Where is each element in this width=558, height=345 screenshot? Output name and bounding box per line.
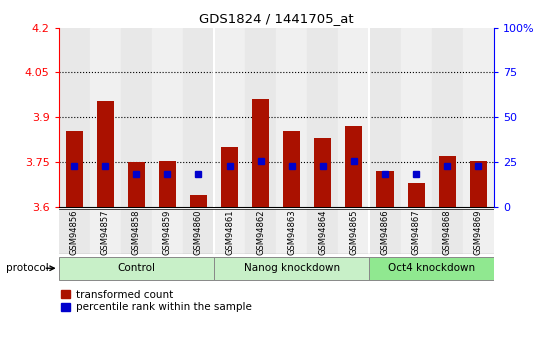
- Bar: [66, 131, 83, 207]
- Text: Oct4 knockdown: Oct4 knockdown: [388, 263, 475, 273]
- Bar: [307, 209, 338, 254]
- Bar: [90, 28, 121, 207]
- Text: GSM94864: GSM94864: [319, 210, 328, 255]
- Bar: [401, 209, 432, 254]
- Bar: [432, 209, 463, 254]
- Text: GSM94863: GSM94863: [287, 210, 296, 255]
- Text: GSM94856: GSM94856: [70, 210, 79, 255]
- Text: Nanog knockdown: Nanog knockdown: [244, 263, 340, 273]
- Bar: [183, 28, 214, 207]
- Bar: [152, 28, 183, 207]
- FancyBboxPatch shape: [59, 257, 214, 280]
- Text: GSM94866: GSM94866: [381, 210, 389, 255]
- Title: GDS1824 / 1441705_at: GDS1824 / 1441705_at: [199, 12, 354, 25]
- Bar: [214, 209, 245, 254]
- Bar: [439, 156, 456, 207]
- Text: GSM94858: GSM94858: [132, 210, 141, 255]
- Bar: [121, 28, 152, 207]
- Bar: [221, 147, 238, 207]
- Bar: [369, 209, 401, 254]
- FancyBboxPatch shape: [214, 257, 369, 280]
- Bar: [307, 28, 338, 207]
- Bar: [90, 209, 121, 254]
- Bar: [276, 209, 307, 254]
- Bar: [338, 28, 369, 207]
- Bar: [338, 209, 369, 254]
- Bar: [345, 126, 363, 207]
- Text: GSM94862: GSM94862: [256, 210, 265, 255]
- Bar: [245, 209, 276, 254]
- Bar: [190, 195, 207, 207]
- Legend: transformed count, percentile rank within the sample: transformed count, percentile rank withi…: [61, 290, 252, 313]
- Bar: [470, 161, 487, 207]
- Text: GSM94857: GSM94857: [101, 210, 110, 255]
- Bar: [128, 162, 145, 207]
- Text: GSM94867: GSM94867: [412, 210, 421, 255]
- Text: GSM94861: GSM94861: [225, 210, 234, 255]
- Bar: [121, 209, 152, 254]
- Bar: [245, 28, 276, 207]
- Bar: [59, 28, 90, 207]
- Text: Control: Control: [117, 263, 155, 273]
- Bar: [377, 171, 393, 207]
- Bar: [283, 131, 300, 207]
- Text: GSM94860: GSM94860: [194, 210, 203, 255]
- Bar: [276, 28, 307, 207]
- Bar: [59, 209, 90, 254]
- Bar: [463, 28, 494, 207]
- Bar: [252, 99, 269, 207]
- Text: GSM94865: GSM94865: [349, 210, 358, 255]
- FancyBboxPatch shape: [369, 257, 494, 280]
- Bar: [97, 101, 114, 207]
- Text: GSM94869: GSM94869: [474, 210, 483, 255]
- Bar: [183, 209, 214, 254]
- Bar: [432, 28, 463, 207]
- Text: protocol: protocol: [6, 263, 49, 273]
- Bar: [314, 138, 331, 207]
- Bar: [401, 28, 432, 207]
- Bar: [159, 161, 176, 207]
- Text: GSM94859: GSM94859: [163, 210, 172, 255]
- Bar: [369, 28, 401, 207]
- Bar: [214, 28, 245, 207]
- Bar: [463, 209, 494, 254]
- Bar: [407, 183, 425, 207]
- Bar: [152, 209, 183, 254]
- Text: GSM94868: GSM94868: [442, 210, 451, 255]
